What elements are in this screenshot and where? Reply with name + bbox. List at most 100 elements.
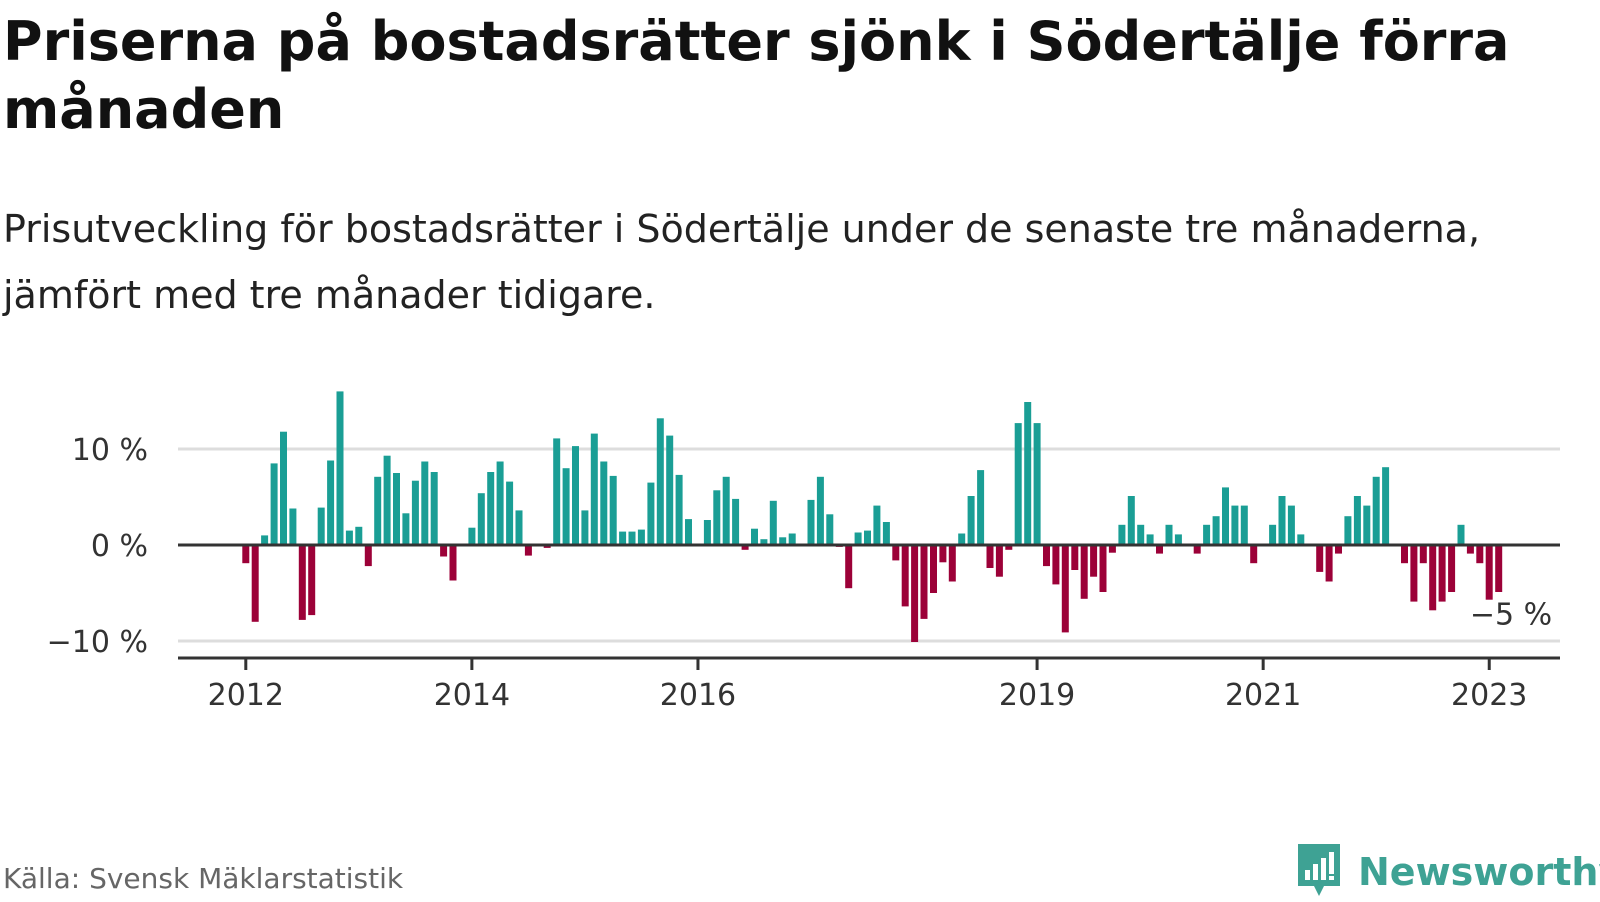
axes: [178, 543, 1560, 670]
bar: [581, 510, 589, 545]
bar: [1297, 534, 1305, 545]
axis-labels: −10 % 0 % 10 % 2012 2014 2016 2019 2021 2023 −5 %: [47, 433, 1552, 713]
bar: [769, 500, 777, 545]
bar: [1146, 534, 1154, 545]
bar: [506, 481, 514, 545]
bar: [732, 498, 740, 545]
bar: [741, 545, 749, 550]
bar: [1401, 545, 1408, 564]
bar: [1108, 545, 1116, 553]
bar: [1410, 545, 1418, 602]
bar: [496, 461, 504, 545]
bars: [242, 391, 1503, 642]
bar: [1005, 545, 1013, 550]
bar: [251, 545, 259, 622]
bar: [1382, 467, 1390, 545]
x-tick-label: 2016: [660, 678, 736, 713]
bar: [327, 460, 335, 545]
bar: [656, 418, 664, 545]
bar: [468, 527, 476, 545]
bar: [1071, 545, 1079, 570]
bar: [1156, 545, 1163, 554]
bar: [1099, 545, 1107, 592]
bar: [1231, 505, 1239, 545]
bar: [637, 529, 645, 545]
bar: [967, 496, 975, 545]
bar: [1174, 534, 1182, 545]
bar-chart-icon: [1294, 842, 1344, 902]
bar: [242, 545, 250, 564]
bar: [807, 499, 815, 545]
bar: [1335, 545, 1342, 554]
bar: [477, 493, 485, 545]
bar: [1043, 545, 1050, 567]
bar: [854, 532, 862, 545]
bar: [1316, 545, 1324, 572]
bar: [703, 520, 711, 545]
bar: [355, 526, 363, 545]
bar: [722, 476, 730, 545]
page-title: Priserna på bostadsrätter sjönk i Södert…: [3, 10, 1510, 141]
bar: [1344, 516, 1352, 545]
bar: [901, 545, 909, 607]
bar: [430, 472, 438, 545]
bar: [628, 531, 636, 545]
bar: [882, 522, 890, 545]
bar: [1363, 505, 1371, 545]
bar: [393, 473, 400, 545]
bar: [873, 505, 881, 545]
bar: [1193, 545, 1201, 554]
bar: [1476, 545, 1484, 564]
y-tick-label: −10 %: [47, 625, 148, 660]
brand-logo[interactable]: Newsworthy: [1294, 842, 1600, 902]
bar: [572, 446, 579, 545]
bar: [958, 533, 966, 545]
bar: [1080, 545, 1088, 599]
bar: [402, 513, 410, 545]
bar: [1137, 524, 1145, 545]
bar: [1203, 524, 1211, 545]
bar: [562, 468, 570, 545]
bar: [1222, 487, 1229, 545]
bar: [1278, 496, 1286, 545]
bar: [930, 545, 937, 593]
bar: [760, 539, 768, 545]
bar: [892, 545, 900, 561]
bar: [1127, 496, 1135, 545]
bar: [816, 476, 824, 545]
bar: [1090, 545, 1098, 577]
x-tick-label: 2012: [208, 678, 284, 713]
bar: [948, 545, 956, 582]
bar: [1429, 545, 1437, 611]
bar: [675, 474, 683, 545]
bar: [411, 480, 419, 545]
bar: [600, 461, 608, 545]
bar: [1448, 545, 1456, 592]
bar: [1212, 516, 1220, 545]
bar: [298, 545, 306, 620]
x-tick-label: 2019: [999, 678, 1075, 713]
bar: [289, 508, 297, 545]
brand-name: Newsworthy: [1358, 850, 1600, 894]
page-subtitle: Prisutveckling för bostadsrätter i Söder…: [3, 207, 1481, 317]
bar: [1165, 524, 1173, 545]
bar: [1485, 545, 1493, 600]
bar: [449, 545, 457, 581]
bar: [986, 545, 994, 568]
bar: [1024, 402, 1032, 545]
bar: [609, 475, 617, 545]
bar: [685, 519, 692, 545]
bar: [1287, 505, 1295, 545]
bar: [374, 476, 382, 545]
bar: [364, 545, 372, 567]
bar: [345, 530, 353, 545]
bar: [1061, 545, 1069, 633]
bar: [939, 545, 947, 563]
data-label-latest: −5 %: [1470, 598, 1552, 633]
bar: [1353, 496, 1361, 545]
grid-lines: [178, 447, 1560, 643]
bar: [270, 463, 278, 545]
bar: [261, 535, 269, 545]
bar: [1419, 545, 1427, 564]
bar: [647, 482, 655, 545]
